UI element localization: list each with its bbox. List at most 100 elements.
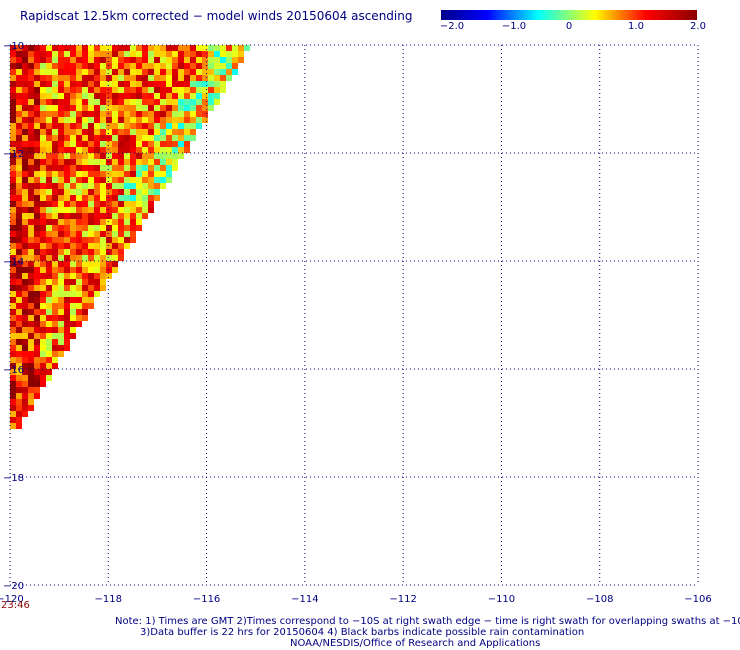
wind-cell [58,189,64,195]
wind-cell [130,45,136,51]
wind-cell [136,165,142,171]
wind-cell [124,45,130,51]
wind-cell [94,207,100,213]
wind-cell [10,339,16,345]
wind-cell [88,189,94,195]
wind-cell [64,111,70,117]
wind-cell [10,129,16,135]
wind-cell [52,93,58,99]
wind-cell [178,81,184,87]
wind-cell [22,105,28,111]
wind-cell [28,165,34,171]
wind-cell [34,141,40,147]
wind-cell [184,63,190,69]
wind-cell [58,159,64,165]
colorbar-labels: −2.0 −1.0 0 1.0 2.0 [430,21,720,35]
wind-cell [46,165,52,171]
wind-cell [46,75,52,81]
wind-cell [58,345,64,351]
wind-cell [22,219,28,225]
wind-cell [82,207,88,213]
wind-cell [202,81,208,87]
wind-cell [40,345,46,351]
wind-cell [52,261,58,267]
wind-cell [118,153,124,159]
wind-cell [82,237,88,243]
wind-cell [58,339,64,345]
wind-cell [214,75,220,81]
wind-cell [112,189,118,195]
wind-cell [40,81,46,87]
wind-cell [46,171,52,177]
wind-cell [40,51,46,57]
wind-cell [94,123,100,129]
wind-cell [10,99,16,105]
wind-cell [160,183,166,189]
wind-cell [112,123,118,129]
wind-cell [76,267,82,273]
wind-cell [136,123,142,129]
wind-cell [82,279,88,285]
wind-cell [196,45,202,51]
wind-cell [40,261,46,267]
wind-cell [100,165,106,171]
wind-cell [64,123,70,129]
wind-cell [178,111,184,117]
wind-cell [46,309,52,315]
wind-cell [154,147,160,153]
longitude-label: −110 [488,594,515,605]
wind-cell [16,411,22,417]
wind-cell [22,339,28,345]
wind-cell [22,135,28,141]
wind-cell [208,81,214,87]
wind-cell [166,135,172,141]
wind-cell [190,99,196,105]
wind-cell [46,135,52,141]
wind-cell [220,51,226,57]
wind-cell [10,327,16,333]
wind-cell [82,135,88,141]
wind-cell [202,87,208,93]
wind-cell [64,267,70,273]
wind-cell [196,63,202,69]
wind-cell [100,201,106,207]
wind-cell [190,105,196,111]
wind-cell [10,351,16,357]
wind-cell [88,225,94,231]
wind-cell [76,225,82,231]
wind-cell [208,63,214,69]
wind-cell [58,249,64,255]
wind-cell [172,147,178,153]
wind-cell [34,363,40,369]
wind-cell [70,327,76,333]
wind-cell [136,63,142,69]
wind-cell [88,159,94,165]
wind-cell [154,75,160,81]
wind-cell [130,225,136,231]
wind-cell [124,159,130,165]
wind-cell [106,213,112,219]
wind-cell [202,75,208,81]
wind-cell [70,135,76,141]
wind-cell [88,219,94,225]
wind-cell [148,153,154,159]
wind-cell [16,417,22,423]
wind-cell [232,45,238,51]
wind-cell [52,123,58,129]
wind-cell [22,51,28,57]
wind-cell [46,57,52,63]
wind-cell [184,123,190,129]
wind-cell [22,321,28,327]
wind-cell [190,123,196,129]
wind-cell [160,69,166,75]
wind-cell [34,357,40,363]
wind-cell [52,225,58,231]
wind-cell [100,75,106,81]
wind-cell [28,141,34,147]
wind-cell [10,123,16,129]
wind-cell [76,261,82,267]
wind-cell [34,195,40,201]
wind-cell [172,75,178,81]
wind-cell [64,309,70,315]
wind-cell [124,201,130,207]
